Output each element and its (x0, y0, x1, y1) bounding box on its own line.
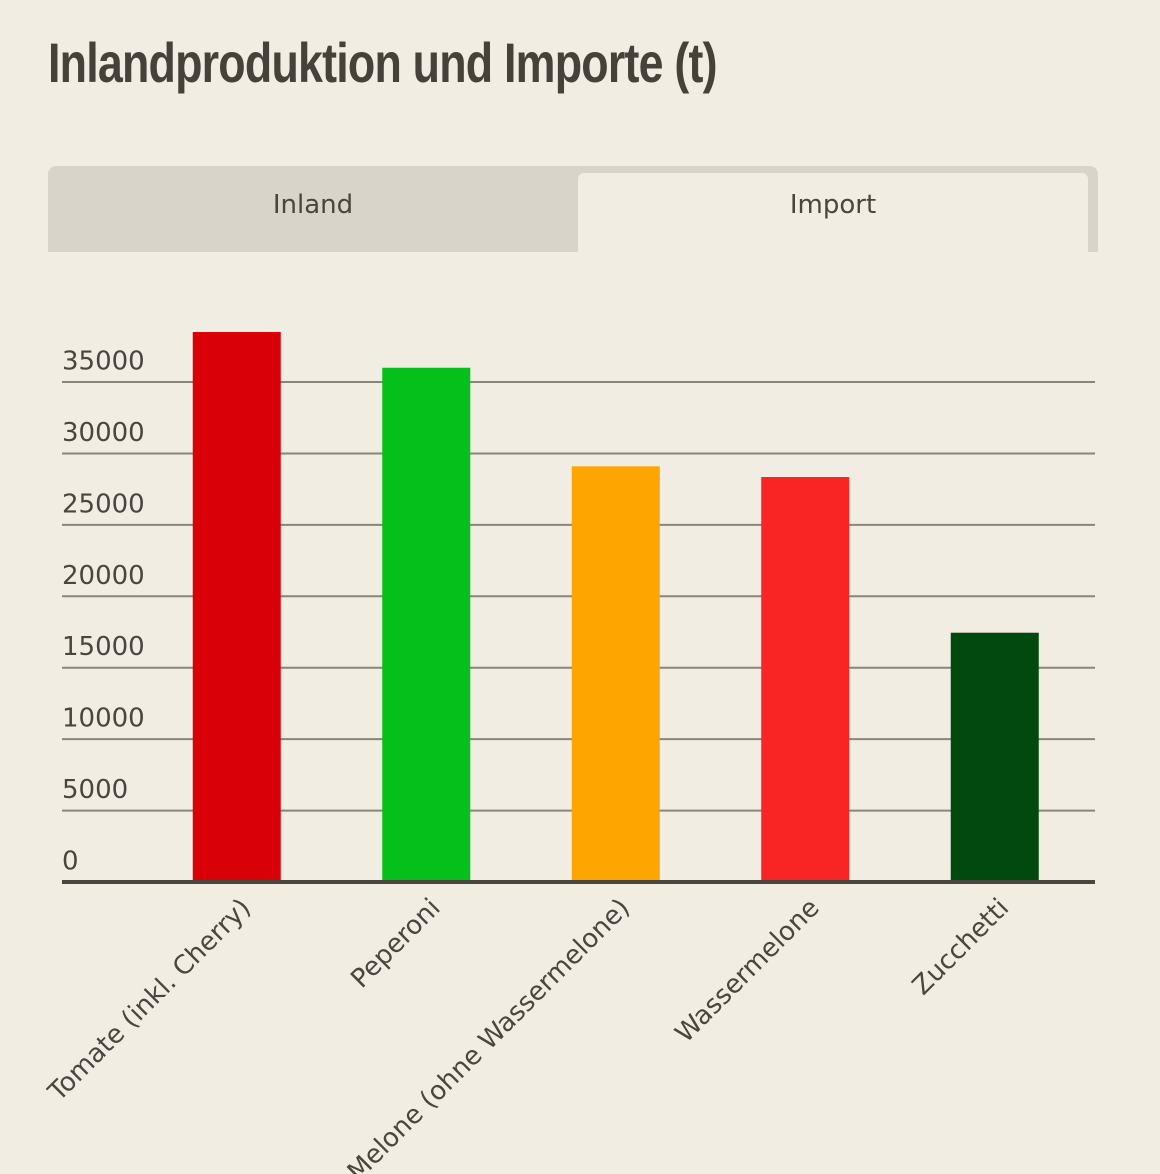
y-tick-label: 5000 (62, 775, 128, 805)
y-tick-label: 0 (62, 847, 79, 877)
bar (571, 466, 660, 882)
tab-active[interactable]: Import (578, 173, 1088, 252)
tab-bar: Inland Import (48, 166, 1098, 252)
y-tick-label: 10000 (62, 704, 145, 734)
y-tick-label: 20000 (62, 561, 145, 591)
x-tick-label: Zucchetti (907, 893, 1015, 1001)
bar (192, 332, 281, 883)
bar (382, 367, 471, 882)
x-tick-label: Wassermelone (670, 893, 826, 1049)
tab[interactable]: Inland (272, 190, 354, 220)
y-tick-label: 15000 (62, 632, 145, 662)
y-tick-label: 30000 (62, 418, 145, 448)
y-tick-label: 25000 (62, 489, 145, 519)
x-tick-label: Peperoni (345, 893, 446, 994)
y-tick-label: 35000 (62, 347, 145, 377)
bar (761, 477, 850, 882)
bar (950, 632, 1039, 882)
chart-title: Inlandproduktion und Importe (t) (48, 31, 717, 94)
x-tick-label: Tomate (inkl. Cherry) (42, 893, 257, 1108)
